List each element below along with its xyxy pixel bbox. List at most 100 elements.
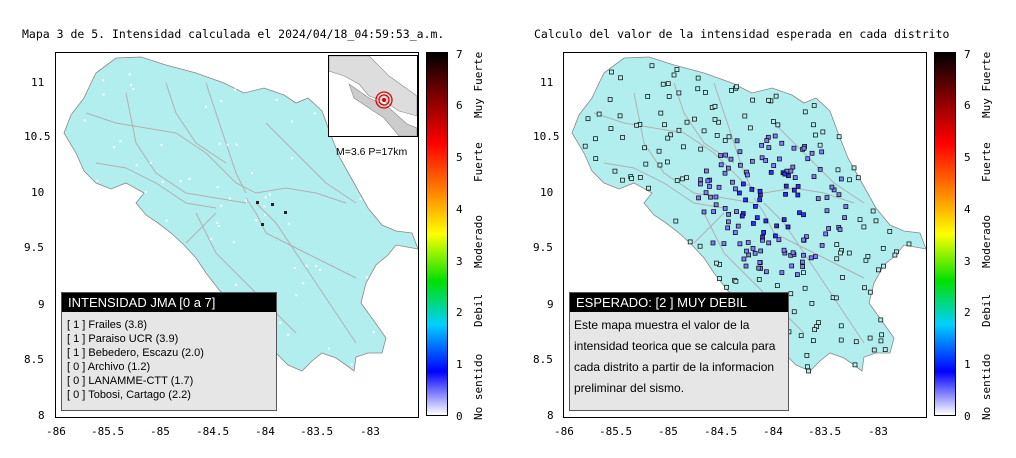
- station-marker: [188, 178, 191, 181]
- left-y-tick: 8: [38, 409, 45, 422]
- district-marker: [665, 81, 671, 87]
- district-marker: [760, 234, 765, 240]
- district-marker: [775, 122, 781, 128]
- district-marker: [759, 155, 765, 161]
- district-marker: [737, 190, 742, 196]
- station-marker: [135, 164, 138, 167]
- station-marker: [228, 197, 231, 200]
- district-marker: [730, 179, 735, 185]
- road-line: [265, 122, 357, 204]
- left-x-tick: -85: [150, 425, 170, 438]
- colorbar-label-muy-fuerte: Muy Fuerte: [472, 51, 485, 118]
- road-line: [763, 202, 865, 344]
- district-marker: [773, 93, 779, 99]
- colorbar-tick: 5: [456, 151, 463, 164]
- colorbar-label-no-sentido: No sentido: [980, 353, 993, 420]
- district-marker: [779, 270, 785, 276]
- road-line: [603, 162, 725, 209]
- district-marker: [708, 194, 713, 200]
- station-marker: [305, 264, 308, 267]
- colorbar-label-moderado: Moderado: [980, 215, 993, 268]
- district-marker: [838, 176, 844, 182]
- station-marker: [268, 193, 271, 196]
- station-marker: [220, 204, 223, 207]
- district-marker: [783, 183, 789, 189]
- legend-station-row: [ 1 ] Paraiso UCR (3.9): [67, 333, 179, 345]
- district-marker: [805, 156, 811, 162]
- station-marker: [216, 221, 219, 224]
- road-line: [205, 82, 247, 194]
- station-marker: [295, 294, 298, 297]
- district-marker: [698, 146, 704, 152]
- district-marker: [773, 233, 778, 239]
- district-marker: [826, 226, 831, 231]
- district-marker: [797, 210, 802, 216]
- district-marker: [656, 148, 662, 154]
- district-marker: [609, 69, 614, 75]
- district-marker: [835, 167, 841, 173]
- district-marker: [764, 269, 769, 275]
- district-marker: [734, 138, 740, 144]
- district-marker: [676, 90, 682, 96]
- left-y-tick: 8.5: [24, 353, 44, 366]
- district-marker: [802, 285, 808, 291]
- left-y-tick: 10: [31, 186, 45, 199]
- station-marker: [220, 100, 223, 103]
- district-marker: [713, 194, 719, 200]
- district-marker: [871, 347, 877, 353]
- station-marker: [149, 161, 152, 164]
- colorbar-label-muy-fuerte: Muy Fuerte: [980, 51, 993, 118]
- district-marker: [865, 253, 871, 259]
- legend-station-row: [ 1 ] Frailes (3.8): [67, 319, 148, 331]
- colorbar-tick: 0: [456, 410, 463, 423]
- station-marker: [279, 321, 282, 324]
- district-marker: [620, 135, 625, 140]
- district-marker: [788, 252, 794, 258]
- district-marker: [800, 264, 806, 270]
- district-marker: [824, 195, 830, 200]
- station-marker: [160, 144, 163, 147]
- station-marker: [129, 84, 132, 87]
- district-marker: [673, 218, 679, 224]
- right-y-tick: 10: [540, 186, 554, 199]
- district-marker: [714, 260, 719, 266]
- district-marker: [681, 144, 686, 150]
- district-marker: [842, 215, 847, 220]
- colorbar-tick: 2: [456, 306, 463, 319]
- district-marker: [703, 190, 709, 196]
- district-marker: [785, 224, 791, 230]
- district-marker: [794, 272, 800, 278]
- district-marker: [712, 103, 718, 109]
- right-y-tick: 9: [547, 298, 554, 311]
- colorbar-tick: 0: [964, 410, 971, 423]
- inset-svg: [329, 56, 417, 136]
- district-marker: [725, 219, 731, 225]
- district-marker: [851, 165, 857, 171]
- district-marker: [750, 246, 756, 251]
- colorbar-label-fuerte: Fuerte: [980, 142, 993, 182]
- district-marker: [701, 209, 707, 215]
- district-marker: [618, 75, 623, 81]
- road-line: [713, 82, 755, 194]
- district-marker: [824, 208, 830, 214]
- colorbar-tick: 1: [964, 358, 971, 371]
- district-marker: [823, 231, 829, 237]
- district-marker: [697, 243, 703, 249]
- colorbar-tick: 2: [964, 306, 971, 319]
- left-y-tick: 9: [38, 298, 45, 311]
- left-y-tick: 11: [31, 76, 45, 89]
- station-marker: [218, 142, 221, 145]
- road-line: [255, 202, 357, 344]
- district-marker: [660, 81, 666, 87]
- station-marker: [119, 140, 122, 143]
- district-marker: [703, 90, 708, 95]
- district-marker: [593, 136, 598, 142]
- district-marker: [857, 217, 863, 222]
- district-marker: [634, 122, 639, 128]
- district-markers: [582, 63, 912, 374]
- station-marker: [327, 347, 330, 350]
- right-x-tick: -86: [554, 425, 574, 438]
- road-line: [125, 92, 247, 204]
- district-marker: [840, 275, 845, 280]
- station-marker: [256, 201, 259, 204]
